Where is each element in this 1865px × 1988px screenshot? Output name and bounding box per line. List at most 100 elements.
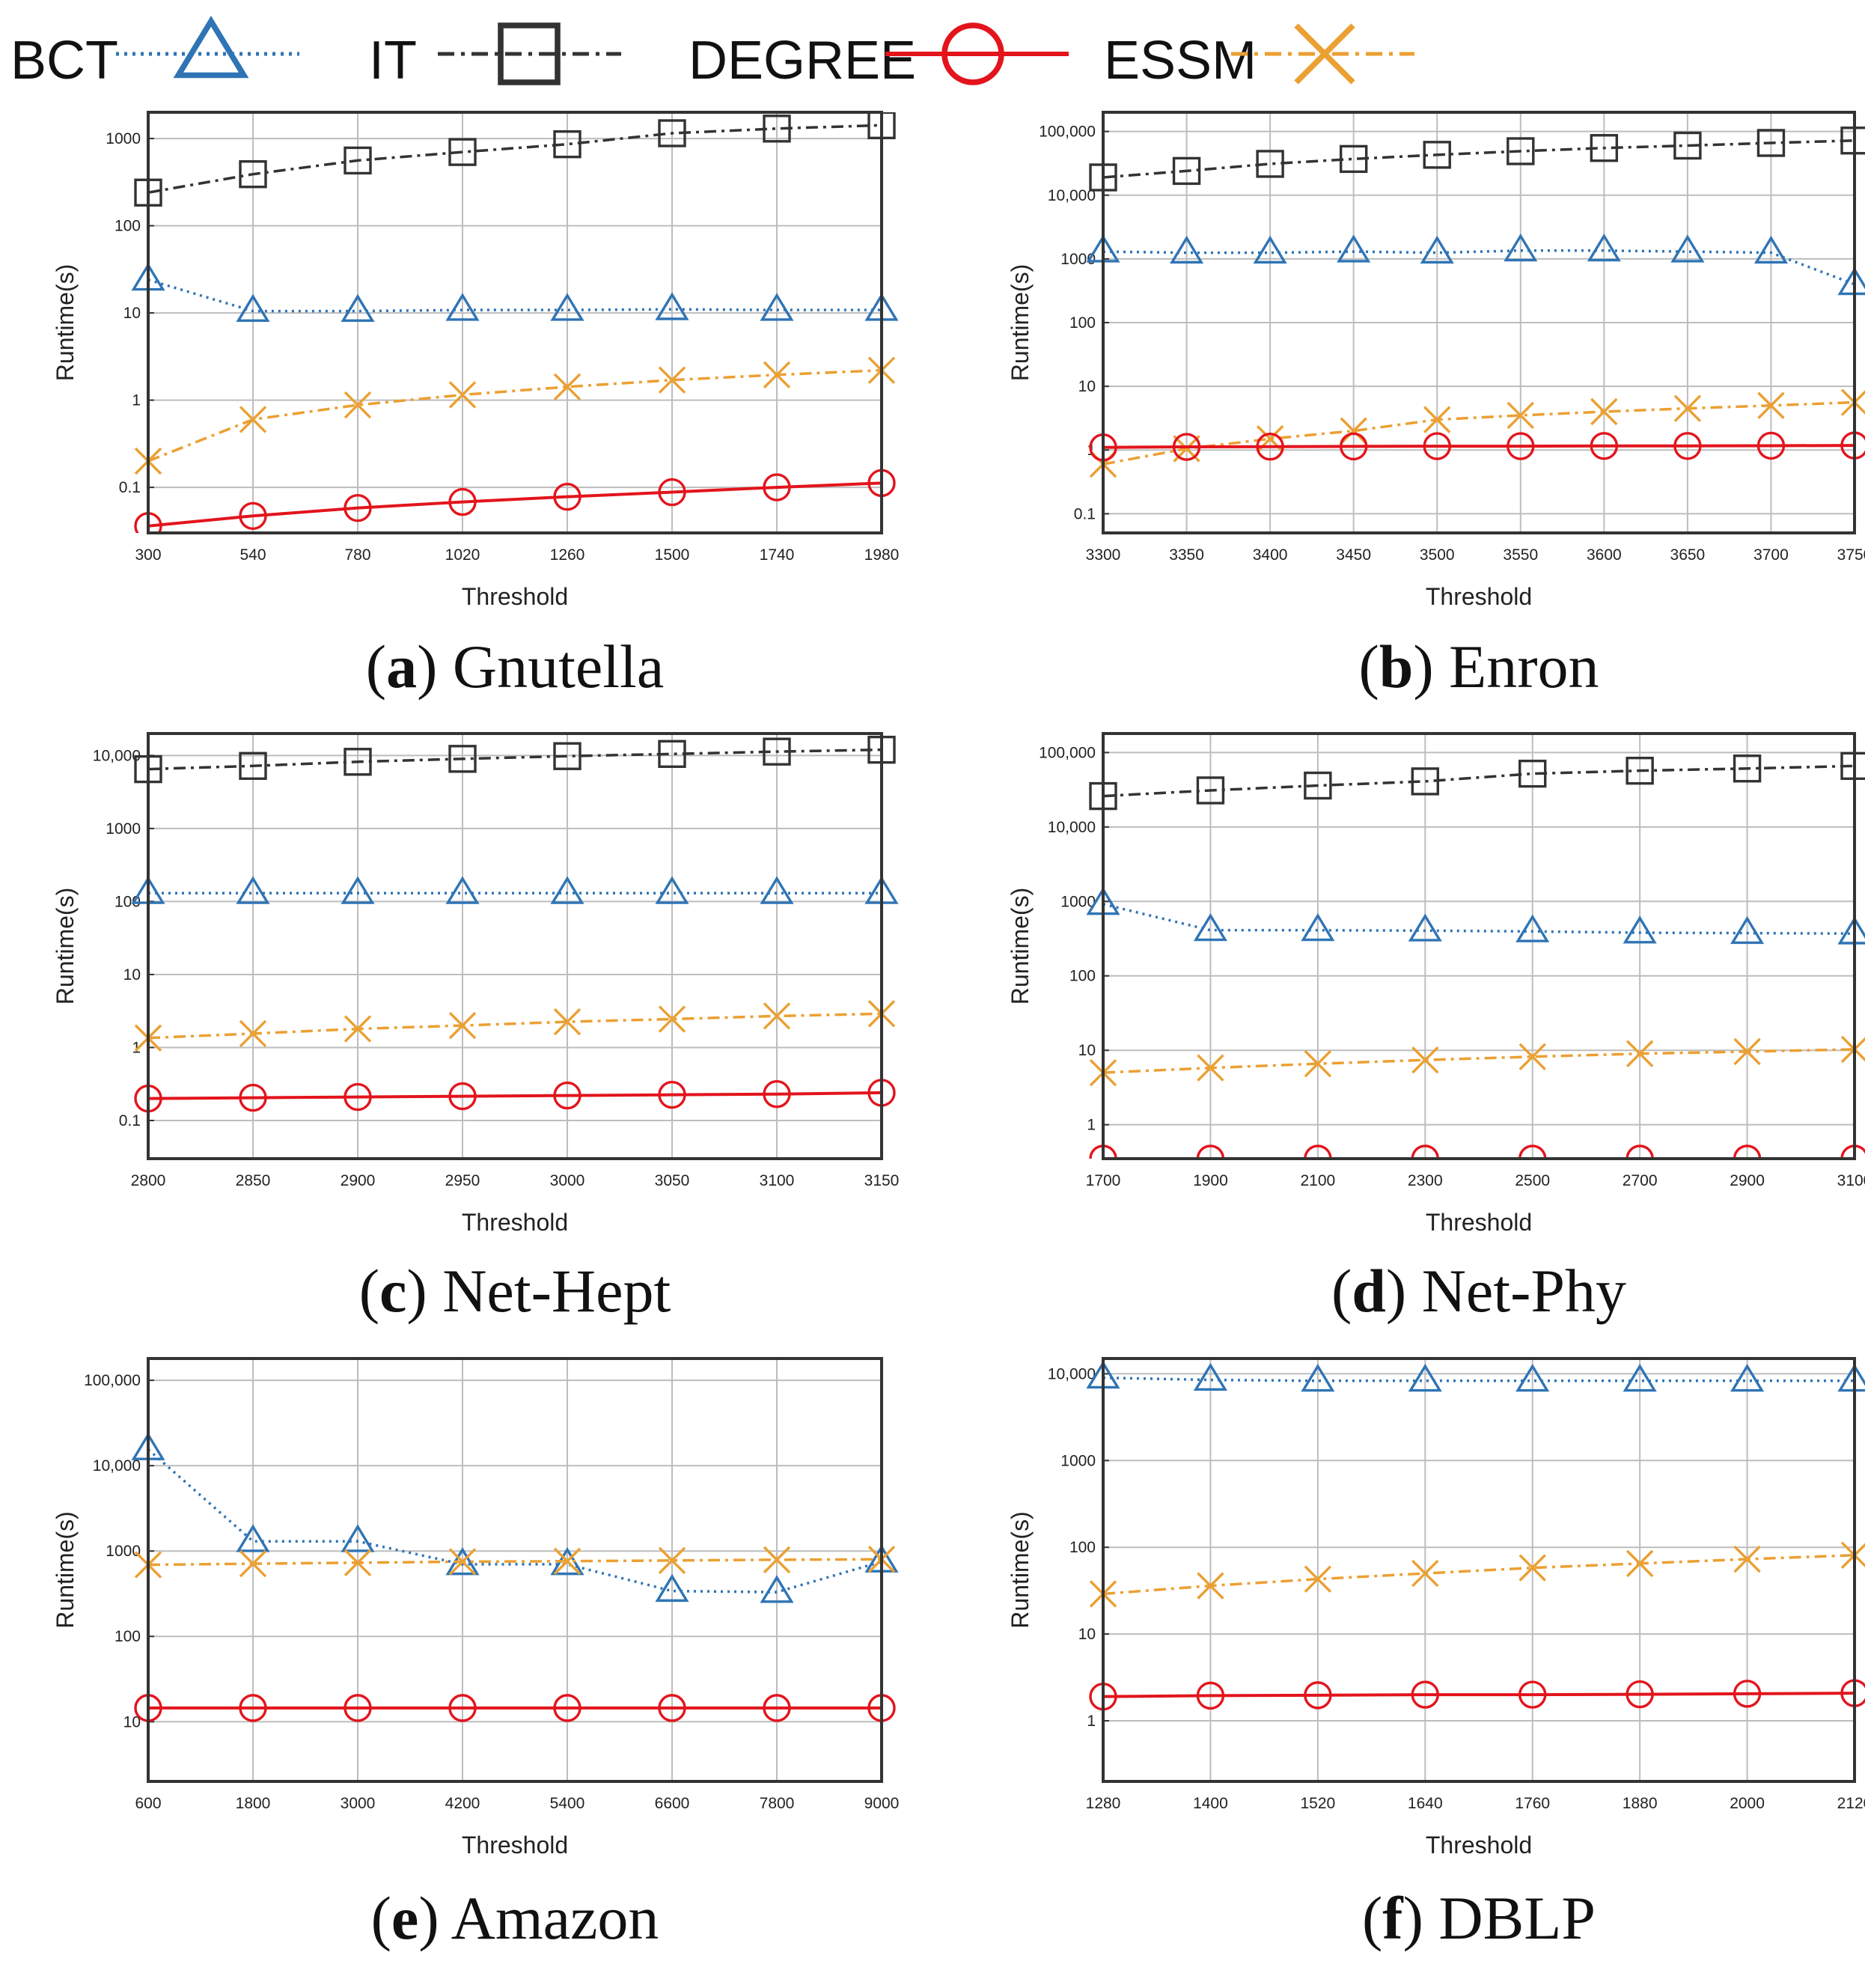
legend-item-degree: DEGREE: [689, 22, 1069, 91]
data-point-it: [344, 748, 372, 776]
panel-caption: (d) Net-Phy: [1331, 1257, 1626, 1325]
legend-item-essm: ESSM: [1104, 23, 1414, 91]
series-bct: [1086, 1360, 1865, 1392]
x-tick-label: 3350: [1169, 546, 1204, 564]
series-line: [147, 1448, 882, 1594]
data-point-it: [1518, 759, 1547, 788]
data-point-degree: [448, 1082, 477, 1111]
y-tick-label: 1000: [106, 1543, 141, 1560]
series-degree: [134, 1694, 896, 1722]
y-tick-label: 10: [123, 1713, 141, 1731]
data-point-degree: [344, 1694, 372, 1722]
data-point-degree: [448, 1694, 477, 1722]
data-point-bct: [1193, 912, 1227, 942]
data-point-essm: [1626, 1040, 1654, 1067]
grid: [1103, 112, 1855, 533]
data-point-bct: [760, 876, 794, 904]
x-tick-label: 3600: [1587, 546, 1622, 564]
data-point-essm: [658, 1546, 686, 1575]
data-point-degree: [763, 1694, 791, 1722]
series-line: [147, 1012, 882, 1040]
x-tick-label: 1900: [1193, 1172, 1228, 1189]
data-point-essm: [239, 1549, 267, 1578]
y-tick-label: 1000: [106, 820, 141, 838]
plot-frame: [1102, 111, 1856, 534]
series-line: [147, 278, 882, 313]
data-point-it: [1590, 134, 1619, 162]
x-tick-label: 3400: [1253, 546, 1288, 564]
data-point-degree: [1733, 1680, 1762, 1708]
y-tick-label: 100,000: [84, 1372, 141, 1389]
y-tick-label: 1000: [1060, 893, 1096, 910]
data-point-essm: [1733, 1545, 1761, 1573]
y-axis-title: Runtime(s): [1007, 1511, 1034, 1628]
x-axis-title: Threshold: [462, 1832, 568, 1859]
panel-caption: (e) Amazon: [371, 1884, 659, 1952]
data-point-it: [1172, 156, 1201, 186]
y-tick-label: 10: [123, 966, 141, 984]
data-point-degree: [1673, 432, 1702, 460]
series-line: [147, 124, 882, 195]
data-point-essm: [763, 361, 791, 388]
data-point-degree: [763, 473, 791, 501]
data-point-bct: [445, 876, 480, 904]
series-line: [1102, 764, 1855, 798]
series-area: [1086, 1360, 1865, 1711]
data-point-degree: [1518, 1680, 1547, 1709]
data-point-bct: [1408, 1363, 1442, 1392]
data-point-it: [553, 130, 582, 159]
y-tick-label: 10: [1078, 378, 1096, 395]
x-tick-label: 5400: [550, 1795, 585, 1812]
data-point-bct: [1670, 234, 1705, 263]
data-point-degree: [1733, 1144, 1762, 1159]
data-point-bct: [1301, 912, 1335, 942]
y-tick-label: 1: [132, 1039, 141, 1056]
x-tick-label: 2800: [131, 1172, 166, 1189]
x-tick-label: 600: [135, 1795, 161, 1812]
y-tick-label: 100: [1069, 314, 1096, 332]
x-tick-label: 3150: [864, 1172, 900, 1189]
data-point-essm: [553, 373, 582, 401]
data-point-essm: [1673, 394, 1702, 422]
series-degree: [1089, 431, 1865, 462]
data-point-bct: [1420, 235, 1454, 264]
data-point-it: [553, 742, 582, 770]
grid: [1103, 1359, 1855, 1781]
series-degree: [134, 469, 896, 533]
x-tick-label: 3550: [1503, 546, 1538, 564]
legend-item-it: IT: [369, 22, 621, 91]
data-point-bct: [1253, 235, 1287, 264]
y-tick-label: 1: [1087, 1117, 1096, 1134]
series-essm: [134, 1000, 896, 1052]
series-essm: [1089, 388, 1865, 478]
series-it: [134, 735, 896, 784]
y-tick-label: 0.1: [1074, 505, 1096, 522]
data-point-essm: [448, 1011, 477, 1040]
y-axis-title: Runtime(s): [52, 1511, 79, 1628]
series-line: [1102, 139, 1855, 179]
data-point-degree: [1411, 1680, 1439, 1709]
x-tick-label: 1280: [1086, 1795, 1121, 1812]
data-point-bct: [1730, 1363, 1765, 1392]
x-tick-label: 3100: [760, 1172, 795, 1189]
data-point-it: [1756, 129, 1786, 157]
plot-frame: [1102, 1357, 1856, 1783]
y-tick-label: 1000: [106, 130, 141, 147]
data-point-bct: [655, 876, 689, 904]
data-point-essm: [763, 1546, 791, 1574]
plot-frame: [147, 732, 883, 1160]
y-tick-label: 100: [1069, 1539, 1096, 1556]
series-line: [1102, 1048, 1855, 1074]
data-point-degree: [658, 1080, 686, 1109]
panel-caption: (f) DBLP: [1362, 1884, 1596, 1952]
x-tick-label: 3100: [1837, 1172, 1865, 1189]
data-point-degree: [763, 1080, 791, 1109]
data-point-essm: [448, 381, 477, 409]
data-point-degree: [239, 501, 267, 530]
data-point-bct: [341, 293, 375, 323]
x-tick-label: 1760: [1515, 1795, 1550, 1812]
panel-caption: (b) Enron: [1358, 632, 1599, 701]
data-point-degree: [1423, 432, 1451, 460]
